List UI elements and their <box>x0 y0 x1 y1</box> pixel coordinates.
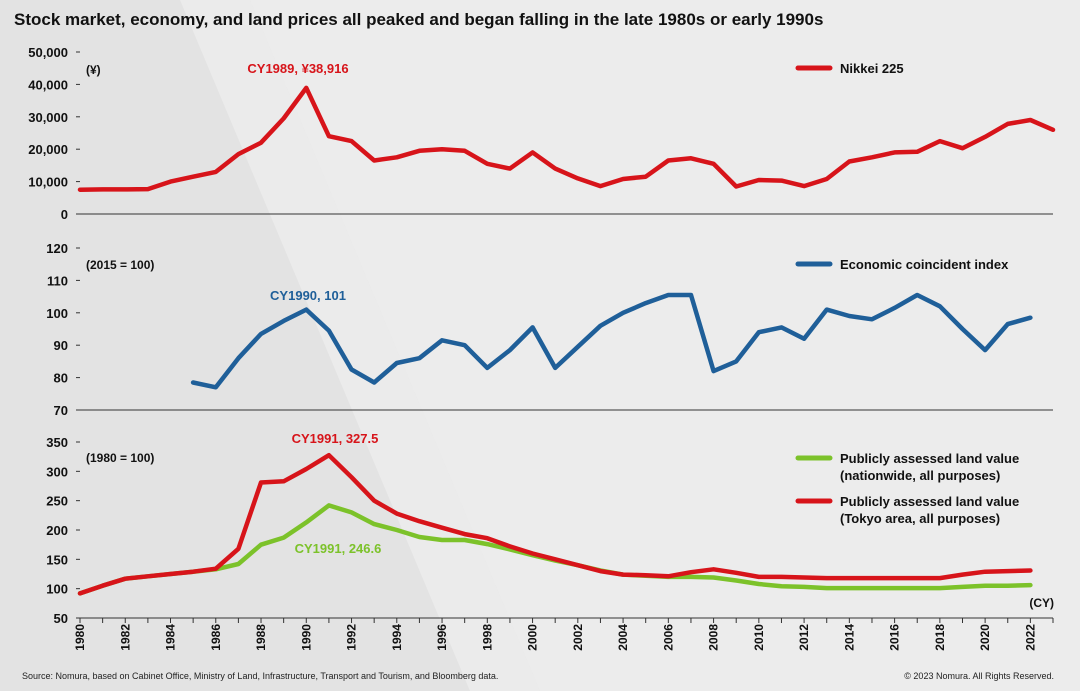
y-tick-label: 50,000 <box>28 45 68 60</box>
x-tick-label: 1996 <box>435 624 449 651</box>
x-tick-label: 2004 <box>616 624 630 651</box>
x-tick-label: 2020 <box>978 624 992 651</box>
y-tick-label: 100 <box>46 582 68 597</box>
y-tick-label: 10,000 <box>28 175 68 190</box>
x-tick-label: 2006 <box>661 624 675 651</box>
source-note: Source: Nomura, based on Cabinet Office,… <box>22 671 499 681</box>
x-tick-label: 2008 <box>707 624 721 651</box>
panel-1-unit-label: (¥) <box>86 63 101 77</box>
y-tick-label: 200 <box>46 523 68 538</box>
x-tick-label: 1980 <box>73 624 87 651</box>
x-tick-label: 2010 <box>752 624 766 651</box>
y-tick-label: 350 <box>46 435 68 450</box>
y-tick-label: 70 <box>54 403 68 418</box>
x-tick-label: 2002 <box>571 624 585 651</box>
legend-label-coincident: Economic coincident index <box>840 257 1009 272</box>
y-tick-label: 50 <box>54 611 68 626</box>
peak-annotation-land-nationwide: CY1991, 246.6 <box>295 541 382 556</box>
x-tick-label: 1982 <box>118 624 132 651</box>
y-tick-label: 150 <box>46 552 68 567</box>
y-tick-label: 300 <box>46 464 68 479</box>
y-tick-label: 100 <box>46 306 68 321</box>
y-tick-label: 110 <box>47 273 68 288</box>
y-tick-label: 0 <box>61 207 68 222</box>
copyright-note: © 2023 Nomura. All Rights Reserved. <box>904 671 1054 681</box>
x-tick-label: 1988 <box>254 624 268 651</box>
x-tick-label: 2000 <box>526 624 540 651</box>
legend-label-land-tokyo-line1: Publicly assessed land value <box>840 494 1019 509</box>
x-tick-label: 1990 <box>299 624 313 651</box>
peak-annotation-nikkei: CY1989, ¥38,916 <box>247 61 348 76</box>
x-tick-label: 2012 <box>797 624 811 651</box>
series-line-3-2 <box>77 452 1033 596</box>
y-tick-label: 40,000 <box>28 77 68 92</box>
legend-label-land-nationwide-line2: (nationwide, all purposes) <box>840 468 1000 483</box>
y-tick-label: 120 <box>46 241 68 256</box>
peak-annotation-land-tokyo: CY1991, 327.5 <box>292 431 379 446</box>
x-tick-label: 1984 <box>164 624 178 651</box>
y-tick-label: 80 <box>54 371 68 386</box>
y-tick-label: 30,000 <box>28 110 68 125</box>
y-tick-label: 250 <box>46 494 68 509</box>
legend-label-land-tokyo-line2: (Tokyo area, all purposes) <box>840 511 1000 526</box>
x-tick-label: 1992 <box>345 624 359 651</box>
y-tick-label: 20,000 <box>28 142 68 157</box>
series-line-2-1 <box>190 292 1033 390</box>
x-tick-label: 2016 <box>888 624 902 651</box>
x-tick-label: 1986 <box>209 624 223 651</box>
panel-2-unit-label: (2015 = 100) <box>86 258 154 272</box>
x-tick-label: 2022 <box>1023 624 1037 651</box>
x-tick-label: 2018 <box>933 624 947 651</box>
y-tick-label: 90 <box>54 338 68 353</box>
x-tick-label: 2014 <box>842 624 856 651</box>
chart-title: Stock market, economy, and land prices a… <box>14 10 824 29</box>
panel-3-unit-label: (1980 = 100) <box>86 451 154 465</box>
x-tick-label: 1998 <box>480 624 494 651</box>
x-tick-label: 1994 <box>390 624 404 651</box>
x-axis-unit-label: (CY) <box>1029 596 1054 610</box>
peak-annotation-coincident: CY1990, 101 <box>270 288 346 303</box>
series-line-1-1 <box>77 85 1056 192</box>
legend-label-land-nationwide-line1: Publicly assessed land value <box>840 451 1019 466</box>
legend-label-nikkei: Nikkei 225 <box>840 61 904 76</box>
